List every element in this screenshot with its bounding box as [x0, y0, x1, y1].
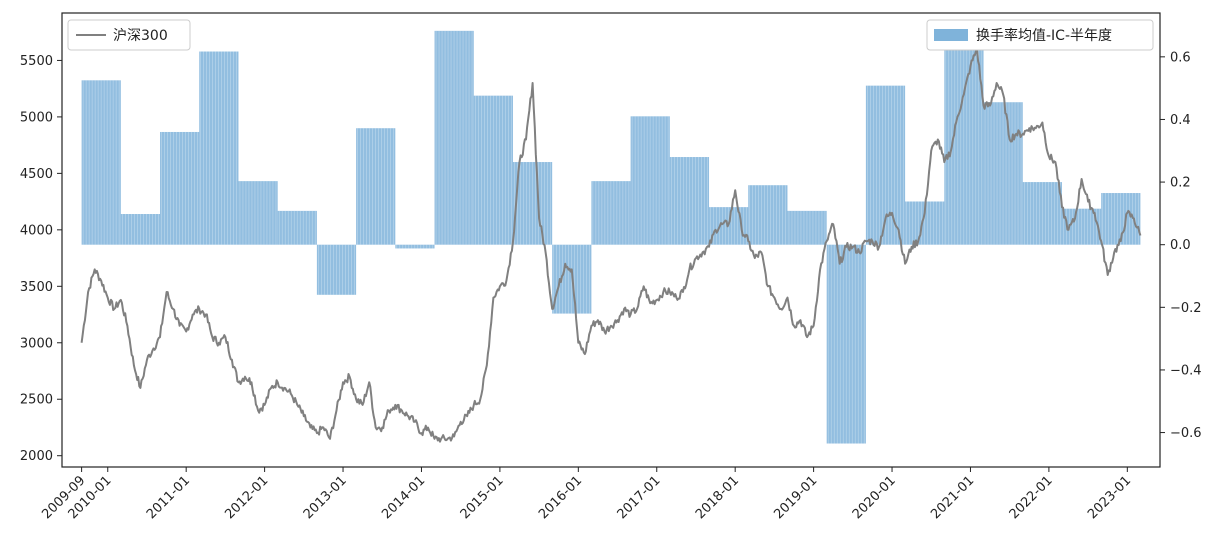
bar-period-10 — [473, 95, 513, 245]
bar-period-23 — [983, 102, 1023, 245]
bar-period-24 — [1022, 182, 1062, 245]
bar-period-13 — [591, 181, 631, 245]
bar-period-17 — [748, 185, 788, 245]
x-tick-label: 2020-01 — [850, 473, 899, 522]
bar-period-0 — [81, 80, 121, 245]
left-y-axis: 2000 2500 3000 3500 4000 4500 5000 5500 — [20, 54, 62, 464]
bar-period-5 — [277, 210, 317, 245]
left-tick-label: 4500 — [20, 167, 53, 182]
left-tick-label: 5500 — [20, 54, 53, 69]
legend-bar-label: 换手率均值-IC-半年度 — [976, 27, 1112, 44]
bar-period-14 — [630, 116, 670, 245]
bar-period-21 — [905, 201, 945, 245]
legend-line-label: 沪深300 — [113, 28, 168, 44]
left-tick-label: 2000 — [20, 449, 53, 464]
x-tick-label: 2012-01 — [222, 473, 271, 522]
right-tick-label: −0.4 — [1170, 363, 1202, 378]
bar-period-2 — [160, 131, 200, 245]
bar-period-15 — [669, 157, 710, 245]
x-tick-label: 2013-01 — [301, 473, 350, 522]
bar-period-8 — [395, 244, 435, 249]
bar-period-20 — [865, 85, 906, 245]
left-tick-label: 3000 — [20, 336, 53, 351]
x-tick-label: 2019-01 — [771, 473, 820, 522]
x-tick-label: 2014-01 — [379, 473, 428, 522]
x-tick-label: 2021-01 — [928, 473, 977, 522]
plot-frame — [61, 12, 1161, 468]
legend-bar: 换手率均值-IC-半年度 — [926, 19, 1154, 51]
right-tick-label: 0.6 — [1170, 50, 1191, 65]
bar-period-1 — [120, 214, 161, 245]
bar-period-9 — [434, 30, 474, 245]
x-tick-label: 2017-01 — [615, 473, 664, 522]
legend-line-box — [67, 19, 191, 51]
x-tick-label: 2023-01 — [1085, 473, 1134, 522]
x-tick-label: 2015-01 — [458, 473, 507, 522]
right-tick-label: 0.0 — [1170, 238, 1191, 253]
bar-period-19 — [826, 244, 866, 444]
bar-period-22 — [944, 39, 984, 245]
bar-series-layer — [81, 30, 1141, 444]
bar-period-7 — [356, 128, 396, 245]
right-y-axis: 0.6 0.4 0.2 0.0 −0.2 −0.4 −0.6 — [1160, 50, 1202, 441]
hs300-line — [80, 48, 1142, 443]
left-tick-label: 3500 — [20, 280, 53, 295]
line-series-layer — [80, 48, 1142, 443]
left-tick-label: 5000 — [20, 110, 53, 125]
left-tick-label: 4000 — [20, 223, 53, 238]
bar-period-3 — [199, 51, 239, 245]
legend-line: 沪深300 — [67, 19, 191, 51]
left-tick-label: 2500 — [20, 393, 53, 408]
right-tick-label: −0.6 — [1170, 426, 1202, 441]
x-tick-label: 2011-01 — [144, 473, 193, 522]
x-tick-label: 2018-01 — [693, 473, 742, 522]
bar-period-18 — [787, 210, 827, 245]
bar-period-4 — [238, 181, 278, 245]
right-tick-label: −0.2 — [1170, 301, 1202, 316]
right-tick-label: 0.4 — [1170, 113, 1191, 128]
legend-bar-swatch — [934, 29, 968, 41]
legend-bar-box — [926, 19, 1154, 51]
x-tick-label: 2022-01 — [1007, 473, 1056, 522]
x-tick-label: 2016-01 — [536, 473, 585, 522]
bar-period-6 — [316, 244, 357, 295]
right-tick-label: 0.2 — [1170, 176, 1191, 191]
